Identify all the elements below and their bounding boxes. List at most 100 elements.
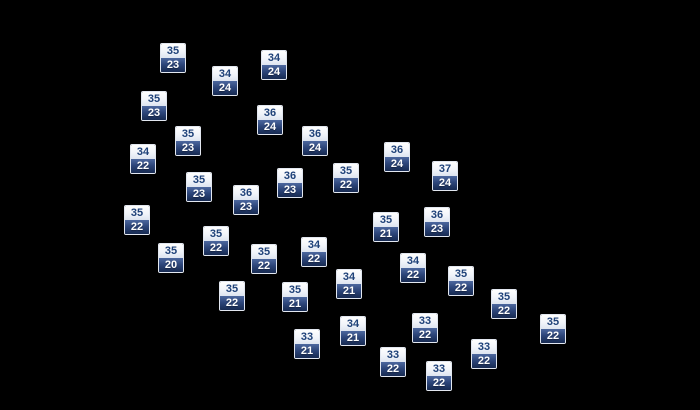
- high-temperature-value: 34: [262, 51, 286, 65]
- low-temperature-value: 23: [176, 141, 200, 155]
- high-temperature-value: 34: [341, 317, 365, 331]
- low-temperature-value: 22: [472, 354, 496, 368]
- low-temperature-value: 21: [295, 344, 319, 358]
- temperature-station-marker[interactable]: 35 22: [124, 205, 150, 235]
- low-temperature-value: 22: [302, 252, 326, 266]
- low-temperature-value: 24: [262, 65, 286, 79]
- high-temperature-value: 36: [385, 143, 409, 157]
- low-temperature-value: 22: [427, 376, 451, 390]
- high-temperature-value: 35: [125, 206, 149, 220]
- low-temperature-value: 22: [131, 159, 155, 173]
- temperature-station-marker[interactable]: 35 22: [540, 314, 566, 344]
- temperature-station-marker[interactable]: 33 21: [294, 329, 320, 359]
- high-temperature-value: 35: [161, 44, 185, 58]
- high-temperature-value: 35: [187, 173, 211, 187]
- low-temperature-value: 21: [337, 284, 361, 298]
- high-temperature-value: 36: [425, 208, 449, 222]
- low-temperature-value: 21: [341, 331, 365, 345]
- temperature-station-marker[interactable]: 35 20: [158, 243, 184, 273]
- temperature-station-marker[interactable]: 34 21: [336, 269, 362, 299]
- low-temperature-value: 22: [381, 362, 405, 376]
- high-temperature-value: 33: [427, 362, 451, 376]
- low-temperature-value: 22: [220, 296, 244, 310]
- high-temperature-value: 34: [213, 67, 237, 81]
- low-temperature-value: 23: [142, 106, 166, 120]
- high-temperature-value: 35: [283, 283, 307, 297]
- temperature-station-marker[interactable]: 35 23: [160, 43, 186, 73]
- temperature-station-marker[interactable]: 35 22: [333, 163, 359, 193]
- temperature-station-marker[interactable]: 36 24: [384, 142, 410, 172]
- temperature-station-marker[interactable]: 34 22: [400, 253, 426, 283]
- temperature-station-marker[interactable]: 34 21: [340, 316, 366, 346]
- low-temperature-value: 23: [425, 222, 449, 236]
- temperature-station-marker[interactable]: 36 24: [302, 126, 328, 156]
- temperature-station-marker[interactable]: 35 22: [251, 244, 277, 274]
- high-temperature-value: 35: [252, 245, 276, 259]
- high-temperature-value: 35: [204, 227, 228, 241]
- high-temperature-value: 35: [449, 267, 473, 281]
- high-temperature-value: 35: [176, 127, 200, 141]
- low-temperature-value: 21: [283, 297, 307, 311]
- temperature-station-marker[interactable]: 36 23: [277, 168, 303, 198]
- low-temperature-value: 22: [204, 241, 228, 255]
- temperature-station-marker[interactable]: 34 22: [130, 144, 156, 174]
- temperature-station-marker[interactable]: 35 22: [219, 281, 245, 311]
- high-temperature-value: 33: [472, 340, 496, 354]
- temperature-station-marker[interactable]: 36 24: [257, 105, 283, 135]
- temperature-station-marker[interactable]: 35 21: [373, 212, 399, 242]
- low-temperature-value: 24: [385, 157, 409, 171]
- high-temperature-value: 33: [295, 330, 319, 344]
- temperature-station-marker[interactable]: 35 21: [282, 282, 308, 312]
- high-temperature-value: 34: [401, 254, 425, 268]
- high-temperature-value: 37: [433, 162, 457, 176]
- low-temperature-value: 23: [278, 183, 302, 197]
- high-temperature-value: 36: [278, 169, 302, 183]
- high-temperature-value: 35: [159, 244, 183, 258]
- temperature-station-marker[interactable]: 36 23: [233, 185, 259, 215]
- temperature-station-marker[interactable]: 35 22: [203, 226, 229, 256]
- low-temperature-value: 22: [401, 268, 425, 282]
- low-temperature-value: 23: [161, 58, 185, 72]
- high-temperature-value: 35: [220, 282, 244, 296]
- low-temperature-value: 24: [213, 81, 237, 95]
- temperature-station-marker[interactable]: 36 23: [424, 207, 450, 237]
- temperature-station-marker[interactable]: 33 22: [380, 347, 406, 377]
- low-temperature-value: 22: [449, 281, 473, 295]
- high-temperature-value: 35: [142, 92, 166, 106]
- low-temperature-value: 24: [303, 141, 327, 155]
- low-temperature-value: 24: [258, 120, 282, 134]
- low-temperature-value: 23: [187, 187, 211, 201]
- temperature-station-marker[interactable]: 35 22: [448, 266, 474, 296]
- high-temperature-value: 34: [131, 145, 155, 159]
- low-temperature-value: 22: [125, 220, 149, 234]
- high-temperature-value: 34: [302, 238, 326, 252]
- high-temperature-value: 33: [381, 348, 405, 362]
- temperature-station-marker[interactable]: 35 23: [141, 91, 167, 121]
- low-temperature-value: 22: [541, 329, 565, 343]
- temperature-station-marker[interactable]: 33 22: [412, 313, 438, 343]
- temperature-station-marker[interactable]: 34 24: [261, 50, 287, 80]
- temperature-station-marker[interactable]: 33 22: [471, 339, 497, 369]
- temperature-station-marker[interactable]: 37 24: [432, 161, 458, 191]
- low-temperature-value: 24: [433, 176, 457, 190]
- high-temperature-value: 36: [234, 186, 258, 200]
- high-temperature-value: 33: [413, 314, 437, 328]
- high-temperature-value: 36: [258, 106, 282, 120]
- high-temperature-value: 35: [334, 164, 358, 178]
- low-temperature-value: 21: [374, 227, 398, 241]
- low-temperature-value: 22: [334, 178, 358, 192]
- high-temperature-value: 36: [303, 127, 327, 141]
- temperature-station-marker[interactable]: 34 22: [301, 237, 327, 267]
- temperature-station-marker[interactable]: 34 24: [212, 66, 238, 96]
- high-temperature-value: 35: [492, 290, 516, 304]
- low-temperature-value: 22: [252, 259, 276, 273]
- high-temperature-value: 34: [337, 270, 361, 284]
- low-temperature-value: 23: [234, 200, 258, 214]
- low-temperature-value: 20: [159, 258, 183, 272]
- temperature-station-marker[interactable]: 35 22: [491, 289, 517, 319]
- temperature-station-marker[interactable]: 35 23: [186, 172, 212, 202]
- temperature-station-marker[interactable]: 33 22: [426, 361, 452, 391]
- temperature-station-marker[interactable]: 35 23: [175, 126, 201, 156]
- high-temperature-value: 35: [541, 315, 565, 329]
